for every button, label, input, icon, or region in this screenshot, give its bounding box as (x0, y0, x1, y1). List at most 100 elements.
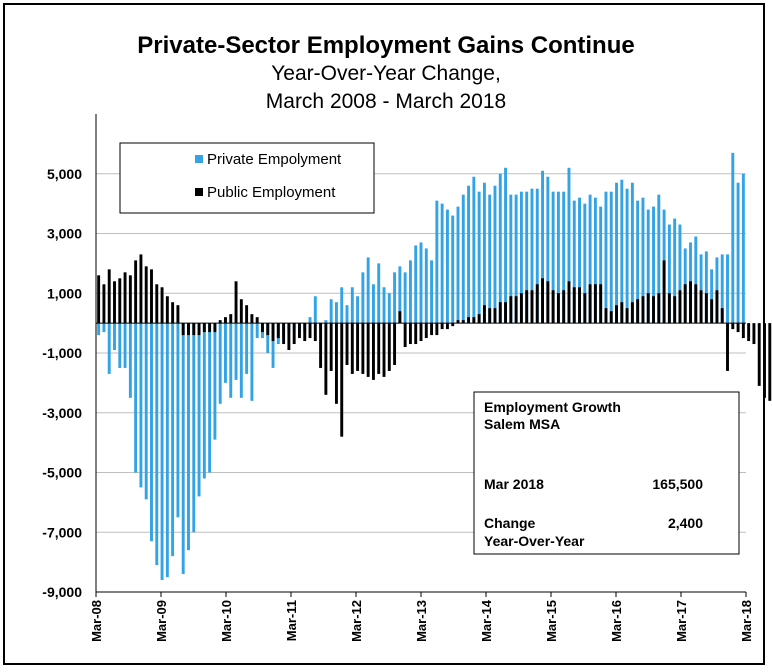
public-bar (424, 323, 428, 339)
private-bar (583, 203, 587, 324)
public-bar (609, 311, 613, 324)
public-bar (752, 323, 756, 345)
public-bar (313, 323, 317, 342)
x-tick-label: Mar-10 (219, 600, 234, 642)
private-bar (620, 179, 624, 324)
public-bar (588, 284, 592, 324)
private-bar (107, 323, 111, 374)
public-bar (535, 284, 539, 324)
x-tick-label: Mar-11 (284, 600, 299, 641)
private-bar (213, 323, 217, 440)
private-bar (667, 224, 671, 324)
private-bar (382, 287, 386, 324)
public-bar (324, 323, 328, 395)
public-bar (224, 317, 227, 324)
private-bar (150, 323, 153, 542)
public-bar (525, 290, 529, 324)
private-bar (403, 272, 407, 324)
x-tick-label: Mar-09 (154, 600, 169, 642)
info-row1-label: Mar 2018 (484, 476, 544, 492)
public-bar (329, 323, 333, 371)
public-bar (271, 323, 275, 342)
public-bar (493, 308, 497, 324)
public-bar (118, 278, 122, 324)
private-bar (271, 323, 275, 368)
private-bar (673, 218, 677, 324)
public-bar (176, 305, 180, 324)
legend-label-private: Private Empolyment (207, 151, 342, 168)
info-heading-line2: Salem MSA (484, 416, 560, 432)
private-bar (176, 323, 180, 518)
public-bar (699, 290, 703, 324)
public-bar (636, 299, 640, 324)
private-bar (710, 269, 714, 324)
private-bar (139, 323, 143, 488)
private-bar (652, 206, 655, 324)
private-bar (371, 284, 375, 324)
public-bar (667, 293, 671, 324)
public-bar (97, 275, 101, 324)
private-bar (160, 323, 164, 581)
public-bar (604, 308, 608, 324)
private-bar (467, 185, 471, 324)
public-bar (467, 317, 471, 324)
public-bar (620, 302, 624, 324)
private-bar (451, 215, 455, 324)
info-row1-value: 165,500 (652, 476, 703, 492)
public-bar (615, 305, 618, 324)
private-bar (118, 323, 122, 368)
private-bar (636, 200, 640, 324)
public-bar (646, 293, 650, 324)
chart-subtitle-line1: Year-Over-Year Change, (271, 62, 501, 85)
public-bar (673, 296, 677, 324)
x-tick-label: Mar-16 (609, 600, 624, 642)
legend-label-public: Public Employment (207, 184, 336, 201)
private-bar (408, 260, 412, 324)
public-bar (218, 320, 222, 324)
public-bar (345, 323, 349, 365)
private-bar (726, 254, 729, 324)
private-bar (461, 194, 465, 324)
private-bar (556, 191, 560, 324)
info-box-border (473, 391, 740, 555)
y-tick-label: -3,000 (42, 405, 82, 421)
public-bar (398, 311, 402, 324)
public-bar (366, 323, 370, 377)
private-bar (387, 293, 391, 324)
public-bar (165, 296, 169, 324)
private-bar (393, 272, 397, 324)
legend-swatch-private (195, 155, 203, 163)
public-bar (551, 290, 555, 324)
private-bar (250, 323, 254, 401)
private-bar (313, 296, 317, 324)
private-bar (741, 173, 745, 324)
public-bar (572, 287, 576, 324)
public-bar (435, 323, 439, 336)
public-bar (371, 323, 375, 380)
public-bar (350, 323, 354, 374)
public-bar (477, 314, 481, 324)
legend: Private Empolyment Public Employment (119, 142, 375, 214)
private-bar (609, 191, 613, 324)
public-bar (461, 320, 465, 324)
private-bar (414, 245, 418, 324)
public-bar (139, 254, 143, 324)
private-bar (197, 323, 201, 497)
public-bar (530, 290, 534, 324)
private-bar (234, 323, 238, 380)
public-bar (155, 284, 159, 324)
public-bar (662, 260, 666, 324)
info-heading-line1: Employment Growth (484, 399, 621, 415)
private-bar (504, 167, 508, 324)
x-tick-label: Mar-12 (349, 600, 364, 642)
public-bar (482, 305, 486, 324)
private-bar (134, 323, 138, 473)
public-bar (181, 323, 185, 336)
private-bar (165, 323, 169, 578)
legend-swatch-public (195, 188, 203, 196)
public-bar (408, 323, 412, 345)
public-bar (514, 296, 518, 324)
public-bar (720, 308, 724, 324)
private-bar (308, 317, 312, 324)
public-bar (393, 323, 397, 365)
